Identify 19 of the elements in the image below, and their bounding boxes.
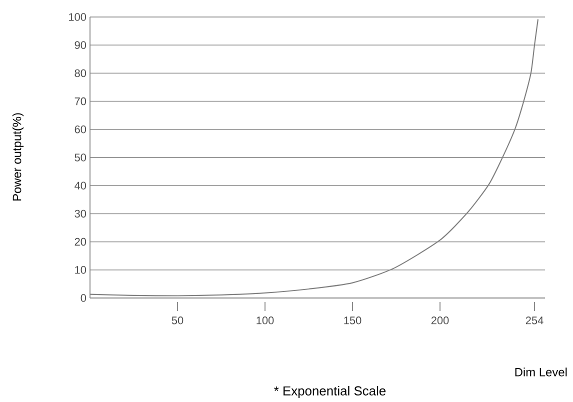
y-tick-label: 10 — [75, 266, 86, 274]
y-tick-label: 40 — [74, 182, 86, 190]
y-tick-label: 0 — [80, 294, 86, 302]
y-tick-label: 60 — [74, 126, 86, 134]
x-tick-label: 50 — [172, 316, 184, 324]
y-tick-label: 100 — [69, 13, 86, 21]
y-tick-label: 70 — [74, 97, 86, 106]
x-tick-label: 150 — [344, 316, 362, 324]
x-tick-label: 254 — [526, 316, 544, 324]
y-axis-title: Power output(%) — [12, 113, 24, 201]
y-tick-label: 90 — [74, 41, 86, 49]
x-tick-label: 100 — [256, 316, 274, 324]
x-axis-title: Dim Level — [515, 368, 567, 376]
y-tick-label: 50 — [74, 154, 86, 162]
y-tick-label: 30 — [74, 210, 86, 218]
text: * Exponential Scale — [274, 386, 386, 398]
y-tick-label: 80 — [74, 69, 86, 78]
y-tick-label: 20 — [74, 238, 86, 246]
x-tick-label: 200 — [431, 316, 449, 324]
